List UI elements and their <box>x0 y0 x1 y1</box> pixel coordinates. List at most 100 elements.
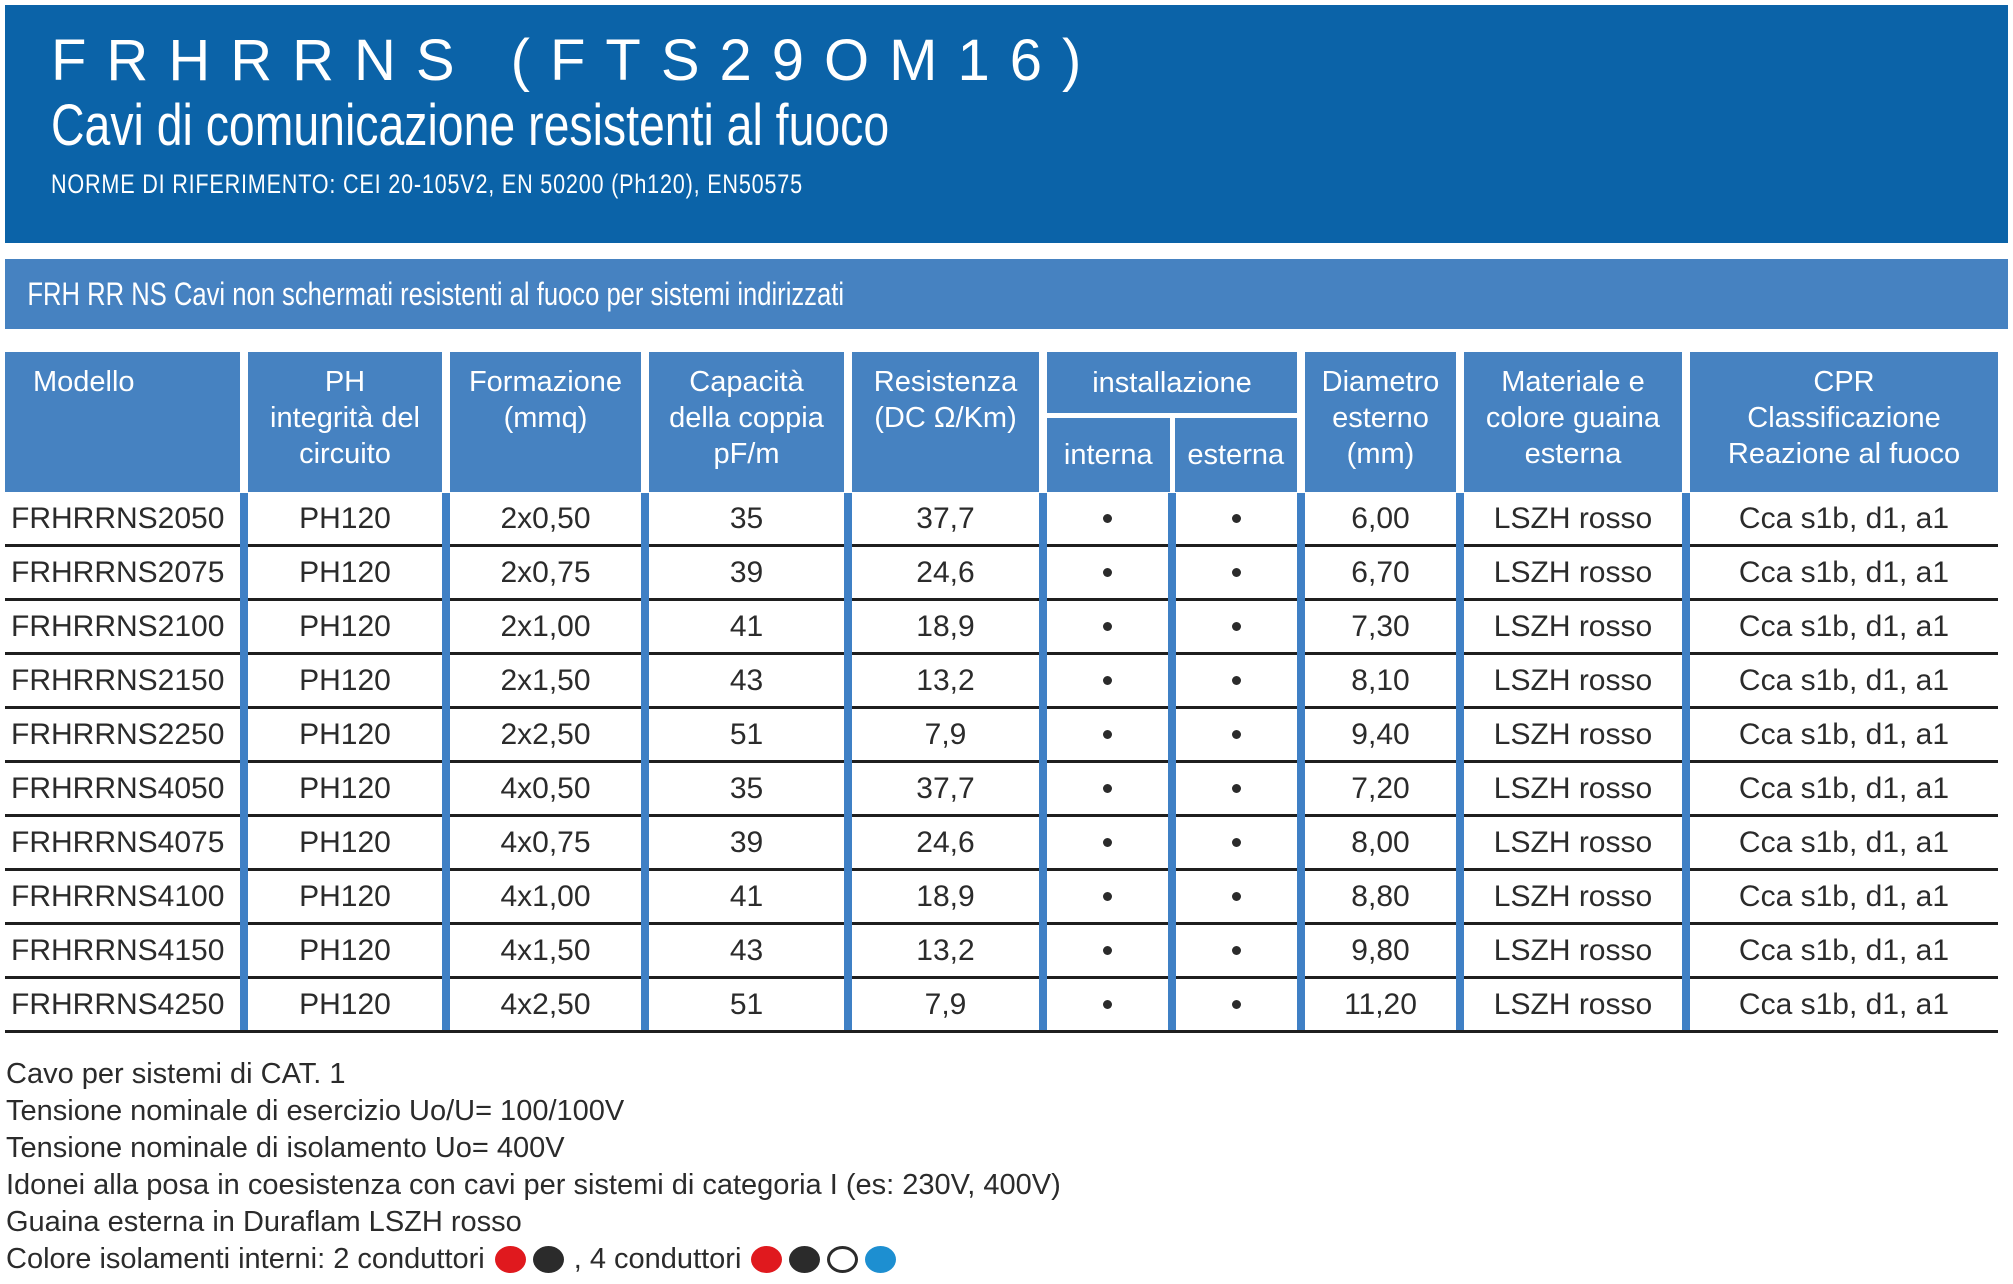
cell-materiale: LSZH rosso <box>1493 555 1653 589</box>
cell-modello: FRHRRNS2150 <box>11 663 225 697</box>
column-divider <box>641 493 649 1030</box>
cell-cpr: Cca s1b, d1, a1 <box>1738 825 1950 859</box>
cell-formazione: 4x0,75 <box>500 825 591 859</box>
cell-diametro: 7,30 <box>1351 609 1410 643</box>
cell-capacita: 51 <box>729 987 764 1021</box>
cell-interna <box>1047 763 1168 814</box>
installation-bullet <box>1103 514 1112 523</box>
cell-formazione: 2x1,00 <box>500 609 591 643</box>
table-row: FRHRRNS2050 PH120 2x0,50 35 37,7 6,00 LSZH ros… <box>5 493 1998 547</box>
cell-interna <box>1047 925 1168 976</box>
cell-resistenza: 18,9 <box>916 609 975 643</box>
red-conductor-dot <box>494 1246 526 1273</box>
cell-ph: PH120 <box>299 609 391 643</box>
two-conductor-dots <box>494 1246 564 1273</box>
cell-cpr: Cca s1b, d1, a1 <box>1738 501 1950 535</box>
cell-esterna <box>1176 709 1297 760</box>
cell-ph: PH120 <box>299 717 391 751</box>
cell-modello: FRHRRNS4050 <box>11 771 225 805</box>
cell-modello: FRHRRNS4100 <box>11 879 225 913</box>
red-conductor-dot <box>751 1246 783 1273</box>
cell-cpr: Cca s1b, d1, a1 <box>1738 555 1950 589</box>
cell-diametro: 8,80 <box>1351 879 1410 913</box>
table-row: FRHRRNS2250 PH120 2x2,50 51 7,9 9,40 LSZH ross… <box>5 709 1998 763</box>
cell-diametro: 9,40 <box>1351 717 1410 751</box>
cell-esterna <box>1176 655 1297 706</box>
cell-resistenza: 24,6 <box>916 555 975 589</box>
cell-modello: FRHRRNS4075 <box>11 825 225 859</box>
column-divider <box>1297 493 1305 1030</box>
cell-capacita: 35 <box>729 771 764 805</box>
cell-interna <box>1047 547 1168 598</box>
cell-ph: PH120 <box>299 987 391 1021</box>
cell-diametro: 11,20 <box>1344 987 1417 1021</box>
table-row: FRHRRNS4150 PH120 4x1,50 43 13,2 9,80 LSZH ros… <box>5 925 1998 979</box>
cell-capacita: 41 <box>729 879 764 913</box>
four-conductor-dots <box>751 1246 897 1273</box>
col-header-formazione: Formazione (mmq) <box>450 352 641 492</box>
cell-materiale: LSZH rosso <box>1493 879 1653 913</box>
col-header-modello: Modello <box>5 352 240 492</box>
column-divider <box>844 493 852 1030</box>
table-row: FRHRRNS4075 PH120 4x0,75 39 24,6 8,00 LSZH ros… <box>5 817 1998 871</box>
column-divider <box>1039 493 1047 1030</box>
cell-ph: PH120 <box>299 879 391 913</box>
cell-diametro: 6,00 <box>1351 501 1410 535</box>
installation-bullet <box>1232 784 1241 793</box>
cell-diametro: 7,20 <box>1351 771 1410 805</box>
col-header-esterna: esterna <box>1169 418 1298 492</box>
note-line: Tensione nominale di isolamento Uo= 400V <box>6 1132 565 1164</box>
note-line: Tensione nominale di esercizio Uo/U= 100… <box>6 1095 625 1127</box>
page-subtitle: Cavi di comunicazione resistenti al fuoc… <box>51 93 890 158</box>
cell-materiale: LSZH rosso <box>1493 933 1653 967</box>
column-divider <box>1456 493 1464 1030</box>
cell-modello: FRHRRNS4250 <box>11 987 225 1021</box>
cell-formazione: 4x1,00 <box>500 879 591 913</box>
cell-formazione: 2x0,50 <box>500 501 591 535</box>
table-row: FRHRRNS4250 PH120 4x2,50 51 7,9 11,20 LSZH ros… <box>5 979 1998 1033</box>
table-row: FRHRRNS2100 PH120 2x1,00 41 18,9 7,30 LSZH ros… <box>5 601 1998 655</box>
installation-bullet <box>1103 676 1112 685</box>
black-conductor-dot <box>789 1246 821 1273</box>
cell-interna <box>1047 979 1168 1030</box>
cell-cpr: Cca s1b, d1, a1 <box>1738 663 1950 697</box>
conductor-color-legend: Colore isolamenti interni: 2 conduttori … <box>6 1241 1061 1278</box>
cell-capacita: 35 <box>729 501 764 535</box>
cell-materiale: LSZH rosso <box>1493 825 1653 859</box>
cell-capacita: 43 <box>729 663 764 697</box>
table-row: FRHRRNS4050 PH120 4x0,50 35 37,7 7,20 LSZH ros… <box>5 763 1998 817</box>
installation-bullet <box>1103 568 1112 577</box>
cell-formazione: 4x1,50 <box>500 933 591 967</box>
cell-materiale: LSZH rosso <box>1493 717 1653 751</box>
cell-interna <box>1047 817 1168 868</box>
installation-bullet <box>1103 892 1112 901</box>
installation-bullet <box>1103 730 1112 739</box>
col-header-installazione: installazione interna esterna <box>1047 352 1297 492</box>
col-header-cpr: CPR Classificazione Reazione al fuoco <box>1690 352 1998 492</box>
cell-esterna <box>1176 871 1297 922</box>
cell-cpr: Cca s1b, d1, a1 <box>1738 987 1950 1021</box>
cell-materiale: LSZH rosso <box>1493 609 1653 643</box>
cell-cpr: Cca s1b, d1, a1 <box>1738 933 1950 967</box>
cell-modello: FRHRRNS2050 <box>11 501 225 535</box>
cell-formazione: 2x1,50 <box>500 663 591 697</box>
installation-bullet <box>1103 838 1112 847</box>
installation-bullet <box>1103 946 1112 955</box>
cell-interna <box>1047 871 1168 922</box>
cell-ph: PH120 <box>299 501 391 535</box>
cell-cpr: Cca s1b, d1, a1 <box>1738 609 1950 643</box>
cell-cpr: Cca s1b, d1, a1 <box>1738 771 1950 805</box>
cell-diametro: 9,80 <box>1351 933 1410 967</box>
installazione-subheaders: interna esterna <box>1047 418 1297 492</box>
cell-esterna <box>1176 817 1297 868</box>
col-header-ph: PH integrità del circuito <box>248 352 442 492</box>
installation-bullet <box>1232 892 1241 901</box>
cell-resistenza: 18,9 <box>916 879 975 913</box>
col-header-diametro: Diametro esterno (mm) <box>1305 352 1456 492</box>
cell-capacita: 41 <box>729 609 764 643</box>
installation-bullet <box>1232 514 1241 523</box>
installation-bullet <box>1232 676 1241 685</box>
footer-notes: Cavo per sistemi di CAT. 1 Tensione nomi… <box>6 1056 1061 1278</box>
installation-bullet <box>1232 568 1241 577</box>
